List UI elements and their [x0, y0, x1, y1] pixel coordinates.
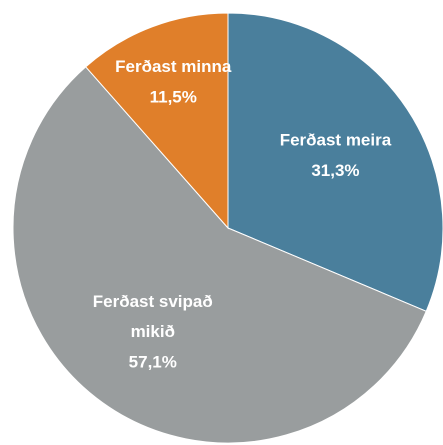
category-line: Ferðast meira [280, 131, 392, 150]
slice-label: Ferðast svipað mikið 57,1% [93, 292, 213, 371]
value-label: 11,5% [150, 88, 197, 107]
category-label: Ferðast meira [280, 131, 392, 150]
pie-slice [12, 66, 427, 444]
value-label: 31,3% [311, 161, 359, 180]
value-label: 57,1% [129, 352, 177, 371]
category-label: Ferðast minna [115, 58, 232, 77]
slice-label: Ferðast minna 11,5% [115, 58, 232, 107]
category-line: Ferðast svipað [93, 292, 213, 311]
pie-slice [84, 12, 229, 230]
category-label: Ferðast svipað mikið [93, 292, 213, 341]
category-line: Ferðast minna [115, 58, 232, 77]
pie-slice [227, 12, 443, 312]
slice-label: Ferðast meira 31,3% [280, 131, 392, 180]
category-line: mikið [131, 322, 175, 341]
